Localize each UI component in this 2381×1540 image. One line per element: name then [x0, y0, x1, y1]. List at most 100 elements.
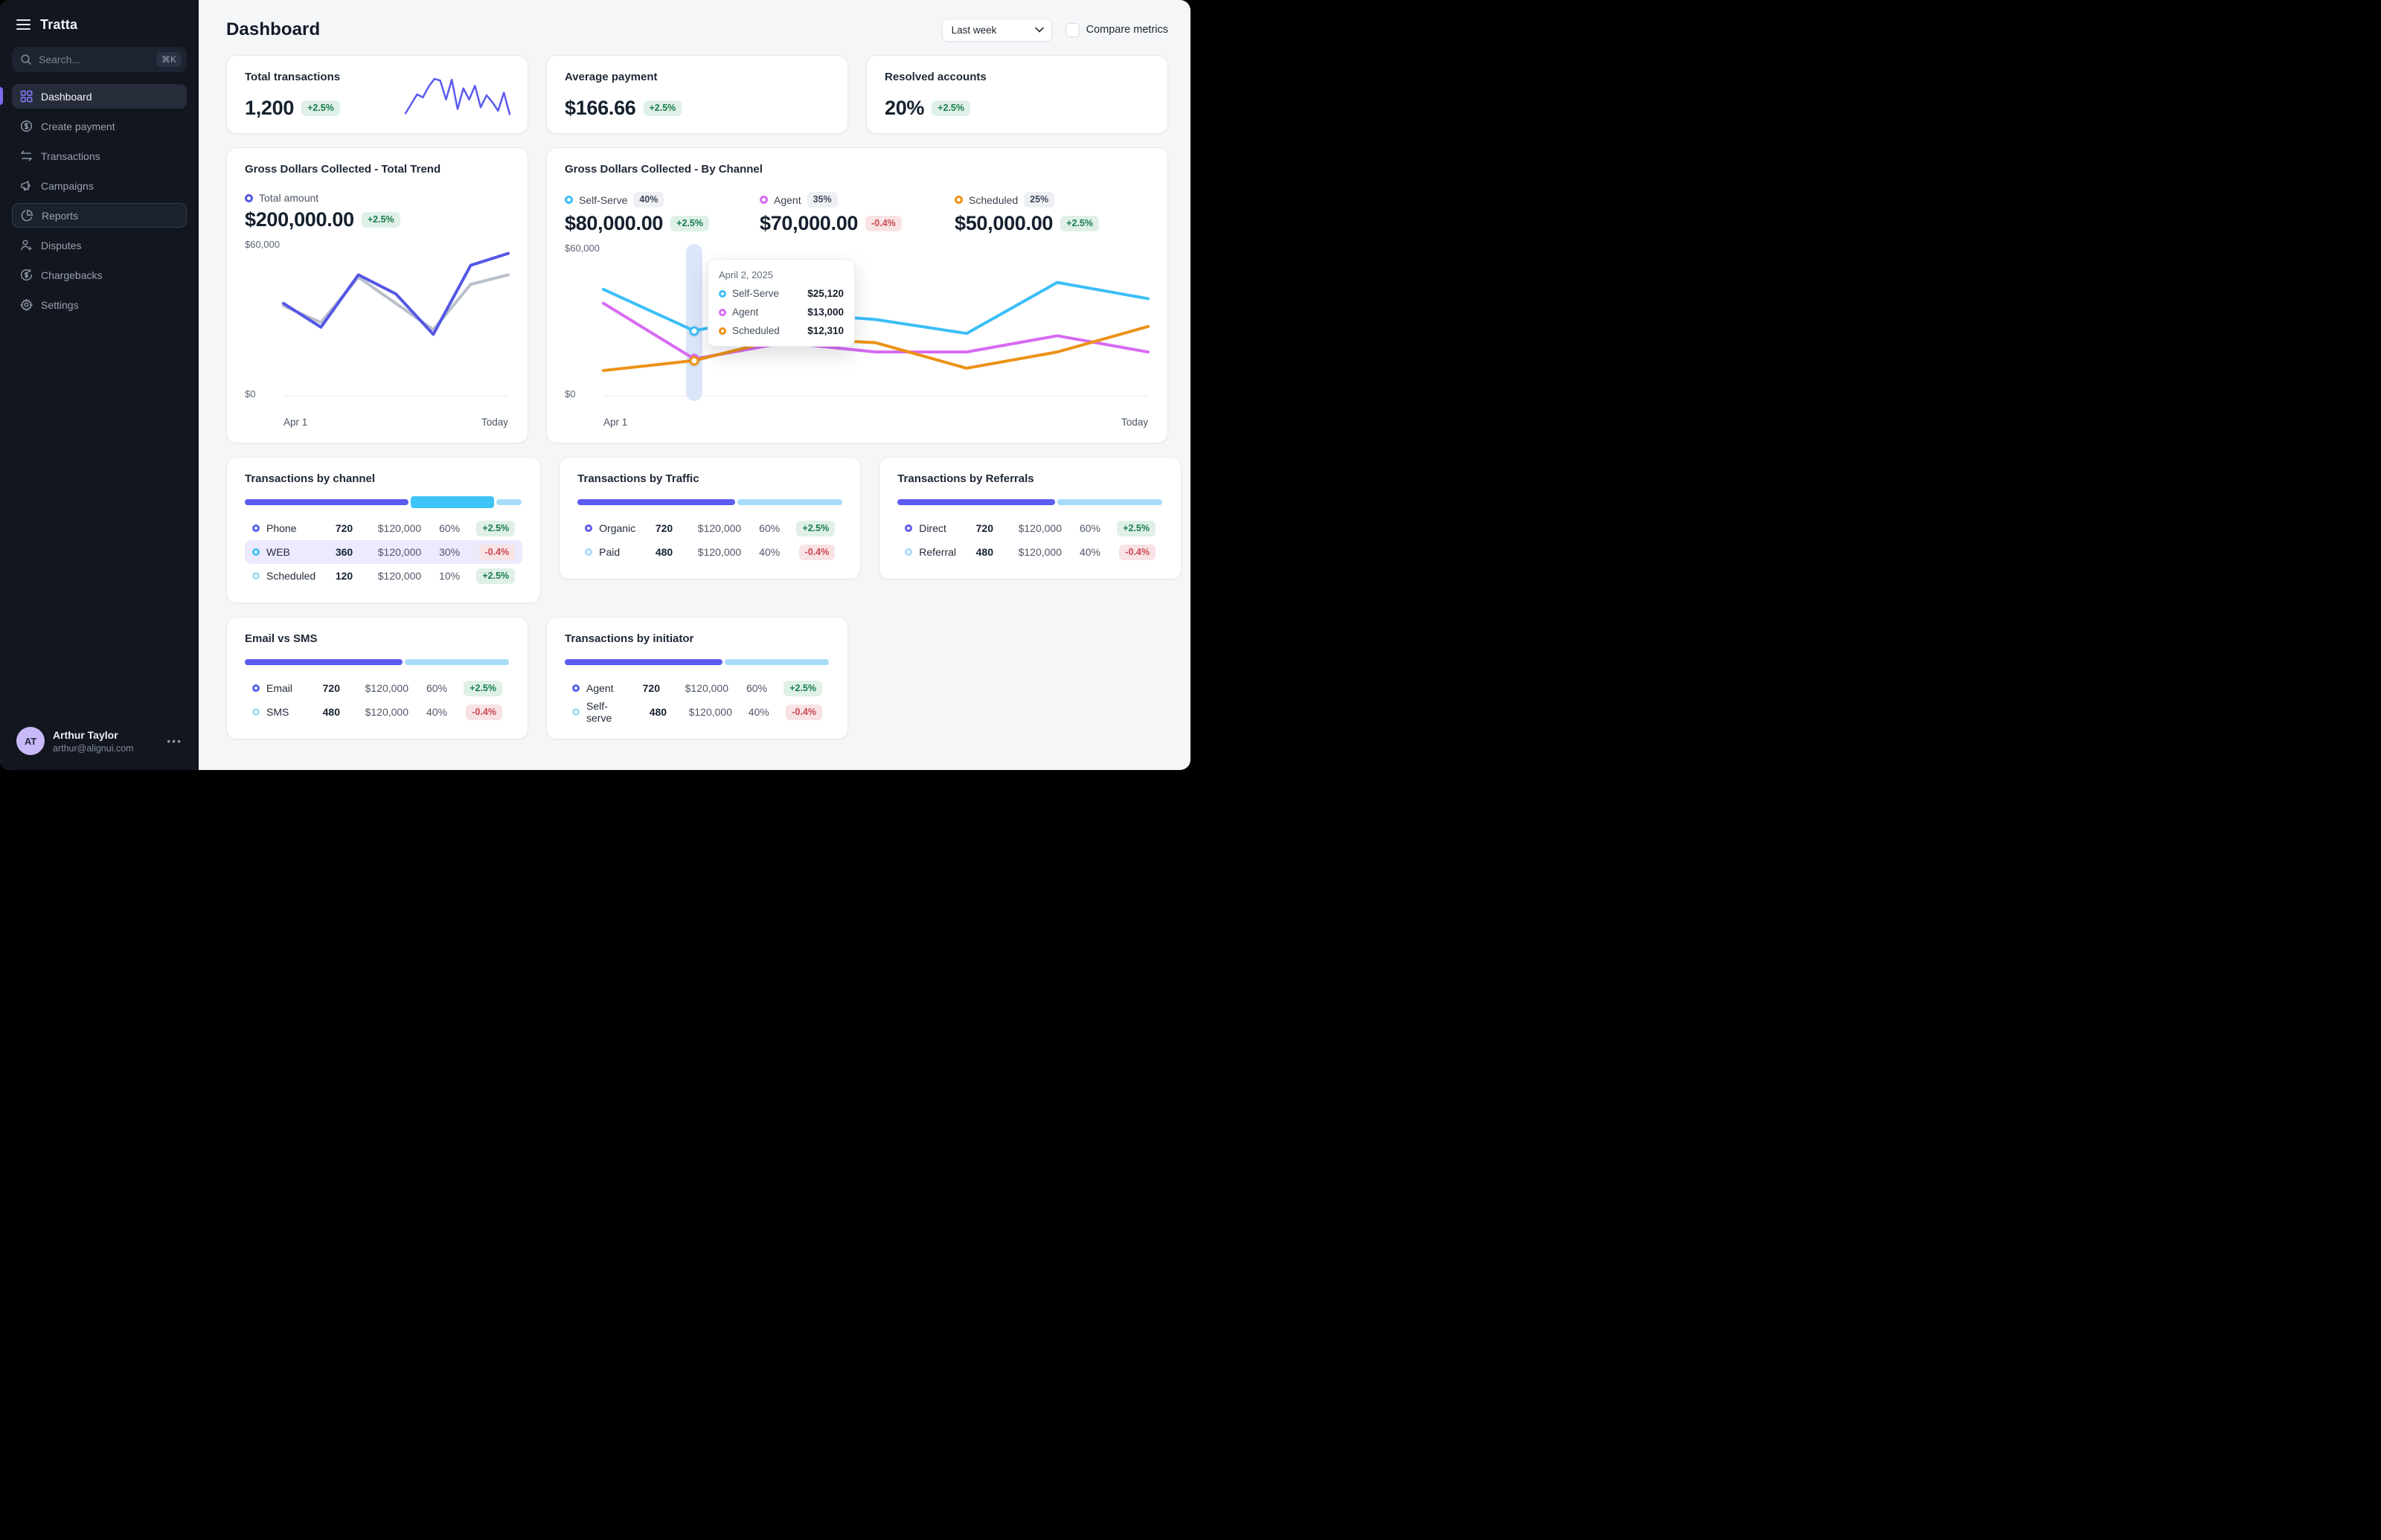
share-badge: 35% — [807, 192, 838, 208]
line-plot[interactable] — [283, 246, 508, 389]
kpi-sparkline — [406, 74, 510, 117]
table-row[interactable]: Self-serve 480 $120,000 40% -0.4% — [565, 700, 830, 724]
series-dot — [252, 572, 260, 580]
delta-badge: -0.4% — [478, 544, 516, 560]
kpi-delta-badge: +2.5% — [301, 100, 340, 116]
delta-badge: +2.5% — [796, 520, 836, 536]
kpi-card-total-transactions: Total transactions 1,200 +2.5% — [226, 55, 528, 134]
active-item-indicator — [0, 87, 3, 105]
search-input[interactable] — [39, 54, 150, 65]
search-shortcut: ⌘K — [156, 52, 182, 67]
sidebar-item-label: Campaigns — [41, 179, 94, 192]
stat-self-serve: Self-Serve 40% $80,000.00 +2.5% — [565, 192, 760, 235]
total-trend-card: Gross Dollars Collected - Total Trend To… — [226, 147, 528, 443]
x-axis-line — [283, 396, 508, 397]
megaphone-icon — [19, 179, 33, 193]
sidebar-nav: Dashboard Create payment Transactions Ca… — [12, 84, 187, 317]
sidebar-item-label: Chargebacks — [41, 269, 103, 281]
table-row[interactable]: Email 720 $120,000 60% +2.5% — [245, 676, 510, 700]
legend-dot — [245, 193, 253, 202]
table-row[interactable]: Scheduled 120 $120,000 10% +2.5% — [245, 564, 522, 588]
stat-agent: Agent 35% $70,000.00 -0.4% — [760, 192, 955, 235]
avatar: AT — [16, 727, 45, 755]
stat-delta-badge: -0.4% — [865, 216, 902, 231]
dollar-refresh-icon — [19, 269, 33, 282]
x-axis-start-label: Apr 1 — [603, 417, 628, 428]
delta-badge: +2.5% — [783, 680, 822, 696]
sidebar-item-settings[interactable]: Settings — [12, 292, 187, 317]
sidebar-item-reports[interactable]: Reports — [12, 203, 187, 228]
compare-metrics-checkbox[interactable] — [1065, 22, 1080, 37]
card-title: Transactions by Referrals — [897, 472, 1034, 485]
chevron-down-icon — [1034, 27, 1044, 33]
delta-badge: -0.4% — [1119, 544, 1156, 560]
card-title: Transactions by channel — [245, 472, 376, 485]
ellipsis-menu-icon[interactable]: ••• — [167, 735, 182, 747]
legend-dot — [760, 196, 768, 204]
distribution-bar — [245, 496, 522, 508]
dollar-circle-icon — [19, 120, 33, 133]
delta-badge: +2.5% — [464, 680, 502, 696]
series-dot — [585, 524, 593, 532]
sidebar-item-create-payment[interactable]: Create payment — [12, 114, 187, 138]
y-axis-max-label: $60,000 — [245, 239, 280, 250]
pie-chart-icon — [20, 209, 33, 222]
table-row[interactable]: Direct 720 $120,000 60% +2.5% — [897, 516, 1163, 540]
table-row[interactable]: Referral 480 $120,000 40% -0.4% — [897, 540, 1163, 564]
y-axis-min-label: $0 — [565, 388, 576, 400]
search-box[interactable]: ⌘K — [12, 47, 187, 72]
total-trend-chart[interactable]: $60,000 $0 Apr 1 Today — [245, 237, 510, 428]
transactions-by-initiator-card: Transactions by initiator Agent 720 $120… — [546, 617, 848, 739]
user-email: arthur@alignui.com — [53, 742, 134, 754]
gear-icon — [19, 298, 33, 312]
highlight-marker — [689, 356, 699, 366]
by-channel-card: Gross Dollars Collected - By Channel Sel… — [546, 147, 1168, 443]
by-channel-chart[interactable]: $60,000 $0 April 2, 2025 Self-Serve $25,… — [565, 241, 1150, 428]
stat-value: $70,000.00 — [760, 212, 859, 234]
page-title: Dashboard — [226, 19, 321, 39]
user-profile[interactable]: AT Arthur Taylor arthur@alignui.com ••• — [12, 724, 187, 758]
line-plot[interactable]: April 2, 2025 Self-Serve $25,120 Agent $… — [603, 244, 1148, 401]
date-range-select[interactable]: Last week — [941, 18, 1052, 42]
transfer-arrows-icon — [19, 150, 33, 163]
sidebar-item-transactions[interactable]: Transactions — [12, 144, 187, 168]
table-row[interactable]: Agent 720 $120,000 60% +2.5% — [565, 676, 830, 700]
sidebar-item-label: Dashboard — [41, 90, 92, 103]
table-row[interactable]: SMS 480 $120,000 40% -0.4% — [245, 700, 510, 724]
kpi-card-resolved-accounts: Resolved accounts 20% +2.5% — [866, 55, 1168, 134]
kpi-card-average-payment: Average payment $166.66 +2.5% — [546, 55, 848, 134]
table-row[interactable]: Paid 480 $120,000 40% -0.4% — [577, 540, 842, 564]
stat-scheduled: Scheduled 25% $50,000.00 +2.5% — [955, 192, 1150, 235]
sidebar-item-campaigns[interactable]: Campaigns — [12, 173, 187, 198]
stat-value: $50,000.00 — [955, 212, 1054, 234]
user-plus-icon — [19, 239, 33, 252]
y-axis-min-label: $0 — [245, 388, 256, 400]
brand-name: Tratta — [40, 16, 78, 32]
chart-tooltip: April 2, 2025 Self-Serve $25,120 Agent $… — [708, 259, 855, 347]
table-row[interactable]: Phone 720 $120,000 60% +2.5% — [245, 516, 522, 540]
transactions-by-channel-card: Transactions by channel Phone 720 $120,0… — [226, 457, 542, 603]
x-axis-end-label: Today — [481, 417, 508, 428]
date-range-value: Last week — [951, 24, 997, 36]
sidebar-item-label: Settings — [41, 298, 79, 311]
sidebar-item-disputes[interactable]: Disputes — [12, 233, 187, 257]
table-row[interactable]: Organic 720 $120,000 60% +2.5% — [577, 516, 842, 540]
table-row[interactable]: WEB 360 $120,000 30% -0.4% — [245, 540, 523, 564]
menu-icon[interactable] — [16, 19, 31, 30]
kpi-title: Total transactions — [245, 71, 341, 83]
stat-label: Agent — [774, 193, 801, 206]
delta-badge: +2.5% — [476, 520, 516, 536]
compare-metrics-toggle[interactable]: Compare metrics — [1065, 22, 1168, 37]
trend-total-value: $200,000.00 — [245, 208, 354, 231]
sidebar-item-chargebacks[interactable]: Chargebacks — [12, 263, 187, 287]
delta-badge: -0.4% — [798, 544, 836, 560]
stat-delta-badge: +2.5% — [670, 216, 709, 231]
transactions-by-referrals-card: Transactions by Referrals Direct 720 $12… — [879, 457, 1182, 580]
series-dot — [905, 548, 913, 556]
delta-badge: +2.5% — [476, 568, 516, 584]
app-window: Tratta ⌘K Dashboard Create payment — [0, 0, 1190, 770]
sidebar-item-dashboard[interactable]: Dashboard — [12, 84, 187, 109]
delta-badge: -0.4% — [466, 704, 502, 720]
share-badge: 25% — [1024, 192, 1055, 208]
dashboard-icon — [19, 90, 33, 103]
